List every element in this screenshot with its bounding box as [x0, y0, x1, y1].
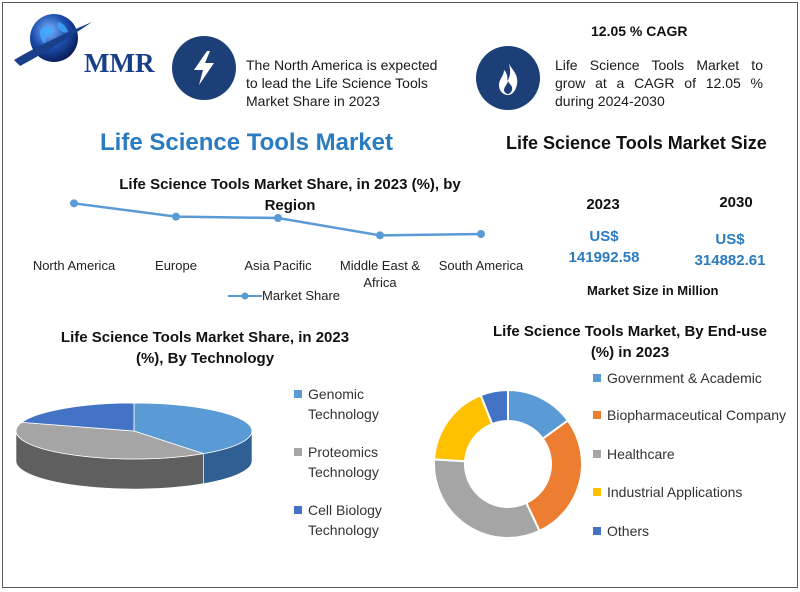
enduse-chart-title: Life Science Tools Market, By End-use (%…: [493, 323, 767, 361]
legend-item-cell-biology-technology: Cell Biology Technology: [294, 500, 404, 540]
globe-icon: [14, 14, 92, 66]
lightning-icon: [194, 51, 214, 85]
slice-cell-biology-technology: [20, 402, 135, 432]
legend-swatch: [294, 390, 302, 398]
value-2030: US$ 314882.61: [680, 229, 780, 271]
x-label-europe: Europe: [155, 258, 197, 273]
legend-label: Biopharmaceutical Company: [607, 407, 786, 423]
cagr-title: 12.05 % CAGR: [591, 23, 688, 39]
x-label-middle-east-africa: Middle East & Africa: [339, 258, 421, 290]
legend-item-proteomics-technology: Proteomics Technology: [294, 442, 404, 482]
legend-label: Healthcare: [607, 446, 675, 462]
region-chart-title: Life Science Tools Market Share, in 2023…: [119, 176, 461, 214]
value-2030-currency: US$: [715, 231, 745, 248]
x-label-south-america: South America: [438, 258, 524, 273]
region-legend: Market Share: [228, 288, 340, 303]
x-label-north-america: North America: [32, 258, 116, 273]
north-america-note: The North America is expected to lead th…: [246, 57, 438, 109]
market-size-unit: Market Size in Million: [587, 283, 719, 298]
cagr-note: Life Science Tools Market to grow at a C…: [555, 57, 763, 109]
technology-pie-chart: [15, 402, 253, 490]
value-2030-amount: 314882.61: [694, 252, 766, 269]
point-north-america: [70, 199, 78, 208]
legend-swatch: [593, 527, 601, 535]
legend-item-genomic-technology: Genomic Technology: [294, 384, 404, 424]
legend-swatch: [593, 411, 601, 419]
value-2023-currency: US$: [589, 228, 619, 245]
value-2023: US$ 141992.58: [554, 226, 654, 268]
point-europe: [172, 212, 180, 221]
legend-swatch: [294, 448, 302, 456]
value-2023-amount: 141992.58: [568, 249, 640, 266]
legend-item-government-academic: Government & Academic: [593, 368, 793, 388]
slice-healthcare: [433, 458, 541, 539]
point-asia-pacific: [274, 214, 282, 222]
enduse-donut-chart: [433, 388, 583, 539]
legend-label: Industrial Applications: [607, 484, 743, 500]
legend-swatch: [593, 374, 601, 382]
legend-swatch: [593, 450, 601, 458]
main-title: Life Science Tools Market: [100, 129, 393, 156]
legend-market-share: Market Share: [262, 288, 341, 303]
legend-item-biopharmaceutical-company: Biopharmaceutical Company: [593, 405, 793, 425]
legend-line-marker: [228, 292, 262, 299]
fire-icon: [499, 61, 518, 95]
year-2023: 2023: [586, 196, 620, 213]
legend-item-others: Others: [593, 521, 793, 541]
legend-label: Proteomics Technology: [308, 444, 379, 480]
technology-chart-title: Life Science Tools Market Share, in 2023…: [60, 329, 350, 367]
market-size-title: Life Science Tools Market Size: [506, 133, 767, 153]
mmr-logo: MMR: [14, 8, 154, 80]
legend-label: Genomic Technology: [308, 386, 379, 422]
point-south-america: [477, 230, 485, 238]
year-2030: 2030: [719, 194, 753, 211]
enduse-legend: Government & Academic Biopharmaceutical C…: [593, 368, 793, 541]
slice-biopharmaceutical-company: [524, 419, 583, 533]
slice-industrial-applications: [433, 393, 494, 463]
lightning-icon-circle: [172, 36, 236, 100]
slice-others: [479, 388, 509, 426]
legend-label: Others: [607, 523, 650, 539]
slice-proteomics-technology: [15, 421, 204, 460]
logo-text: MMR: [84, 48, 155, 78]
region-line-chart: [70, 199, 485, 240]
legend-label: Cell Biology Technology: [308, 502, 382, 538]
point-middle-east-africa: [376, 231, 384, 240]
x-label-asia-pacific: Asia Pacific: [244, 258, 312, 273]
legend-label: Government & Academic: [607, 370, 762, 386]
legend-swatch: [294, 506, 302, 514]
legend-item-industrial-applications: Industrial Applications: [593, 482, 793, 502]
legend-item-healthcare: Healthcare: [593, 444, 793, 464]
slice-genomic-technology: [133, 402, 253, 455]
legend-swatch: [593, 488, 601, 496]
technology-legend: Genomic Technology Proteomics Technology C…: [294, 384, 404, 558]
fire-icon-circle: [476, 46, 540, 110]
